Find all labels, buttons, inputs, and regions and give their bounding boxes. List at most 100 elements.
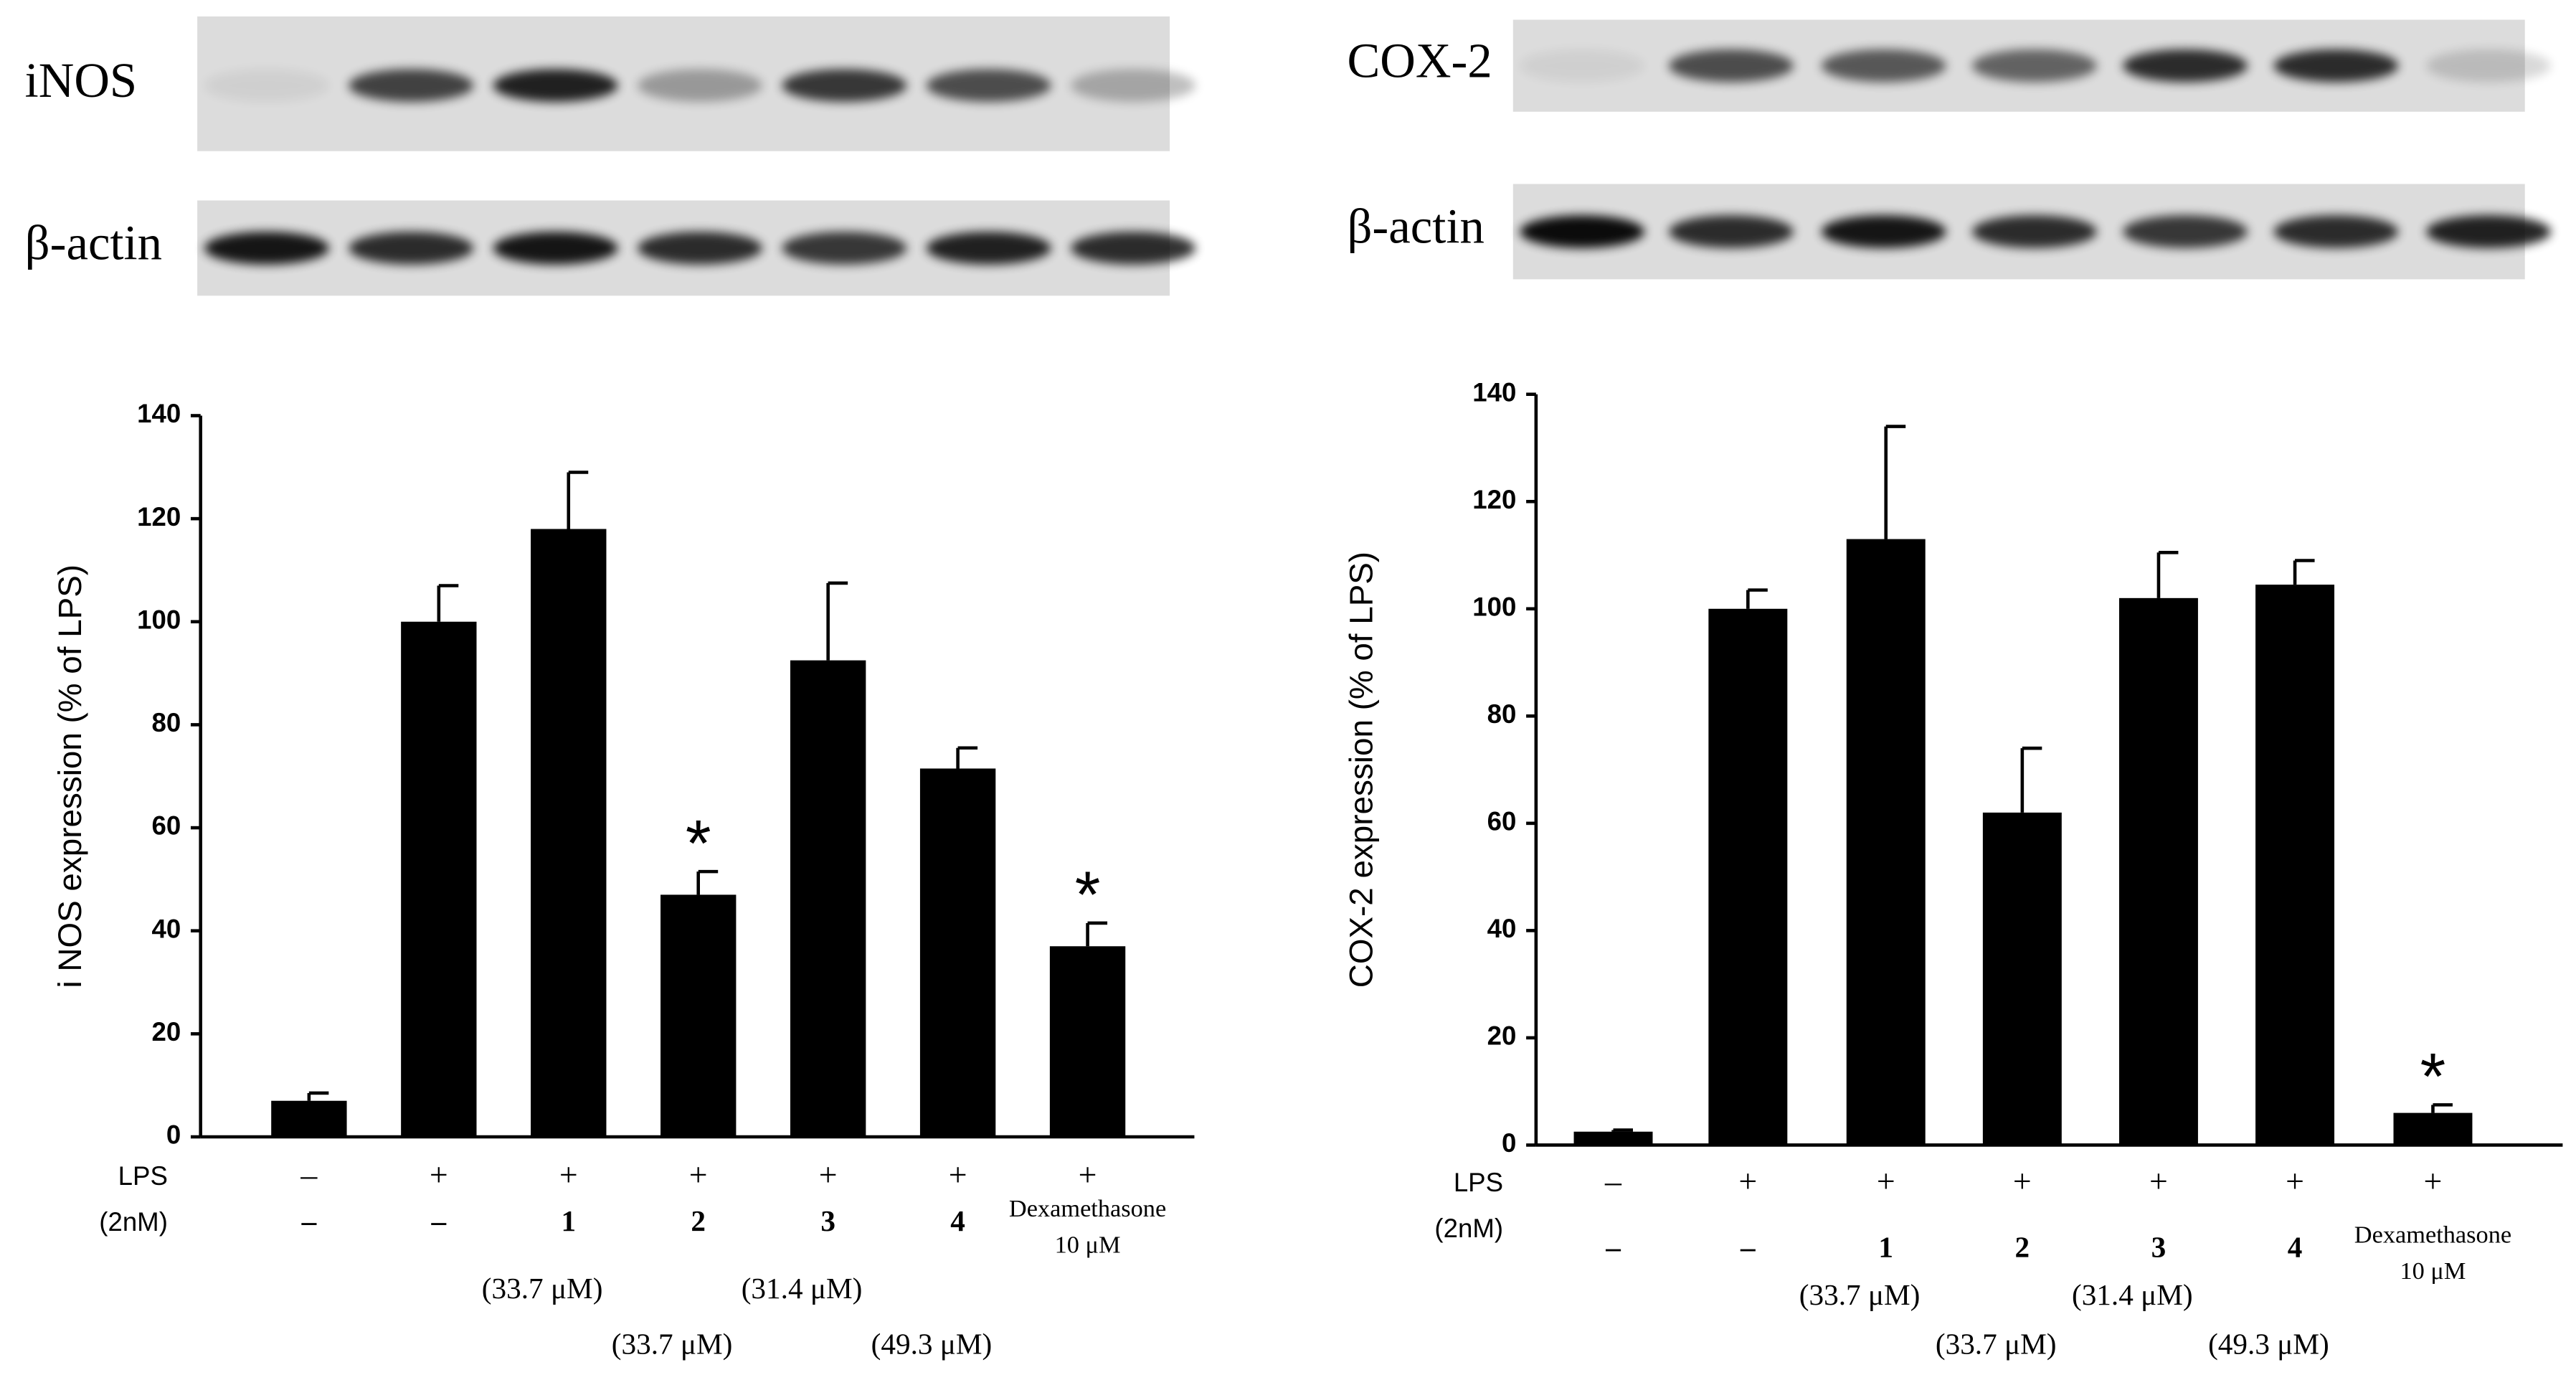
dose-label: (31.4 μM) [2072, 1278, 2193, 1312]
blot-band [204, 69, 329, 103]
lps-label: + [430, 1156, 448, 1193]
blot-band [1971, 215, 2097, 248]
y-tick-label: 0 [166, 1120, 181, 1150]
y-tick-label: 40 [1487, 914, 1517, 943]
y-tick-label: 120 [137, 502, 181, 531]
blot-label: iNOS [25, 53, 138, 108]
y-axis-label: i NOS expression (% of LPS) [52, 564, 88, 988]
blot-band [1971, 49, 2097, 82]
blot-band [2123, 215, 2248, 248]
blot-band [2426, 215, 2552, 248]
blot-band [1520, 215, 1645, 248]
x-tick-label: 2 [2015, 1231, 2030, 1264]
bar [1708, 608, 1788, 1145]
lps-label: + [949, 1156, 967, 1193]
y-tick-label: 120 [1472, 485, 1516, 514]
x-tick-label: – [431, 1204, 447, 1237]
lps-label: + [689, 1156, 708, 1193]
x-tick-label: 2 [691, 1204, 706, 1237]
y-tick-label: 40 [151, 914, 181, 943]
blot-band [782, 69, 907, 103]
y-tick-label: 0 [1502, 1128, 1516, 1158]
bar [790, 660, 866, 1138]
significance-marker: * [686, 807, 711, 880]
x-tick-label: – [1605, 1231, 1621, 1264]
blot-band [1821, 215, 1946, 248]
blot-band [637, 231, 763, 265]
lps-label: + [1079, 1156, 1097, 1193]
bar [2393, 1112, 2473, 1145]
x-tick-label: 4 [950, 1204, 965, 1237]
lps-label: + [1738, 1163, 1757, 1199]
significance-marker: * [1075, 859, 1101, 932]
blot-band [926, 231, 1051, 265]
x-tick-label: – [301, 1204, 317, 1237]
x-tick-label: 4 [2288, 1231, 2303, 1264]
dose-label: 10 μM [1055, 1231, 1121, 1258]
dose-label: 10 μM [2400, 1257, 2466, 1285]
dose-label: (33.7 μM) [1799, 1278, 1921, 1312]
y-tick-label: 60 [151, 811, 181, 841]
lps-label: + [1877, 1163, 1895, 1199]
bar [1846, 539, 1926, 1145]
y-tick-label: 20 [151, 1017, 181, 1046]
y-tick-label: 140 [1472, 377, 1516, 407]
bar [919, 768, 996, 1138]
bar [2118, 597, 2198, 1145]
bar [1982, 812, 2062, 1145]
y-tick-label: 80 [151, 708, 181, 737]
blot-band [1071, 69, 1196, 103]
blot-band [349, 231, 474, 265]
blot-band [204, 231, 329, 265]
blot-band [493, 69, 618, 103]
x-tick-label: Dexamethasone [1009, 1195, 1166, 1222]
blot-band [926, 69, 1051, 103]
significance-marker: * [2420, 1041, 2446, 1114]
x-tick-label: 1 [1878, 1231, 1893, 1264]
x-tick-label: 3 [820, 1204, 835, 1237]
blot-band [1668, 215, 1794, 248]
row-label: (2nM) [1434, 1214, 1503, 1243]
blot-band [1821, 49, 1946, 82]
blot-band [349, 69, 474, 103]
bar [660, 894, 737, 1138]
x-tick-label: Dexamethasone [2354, 1221, 2511, 1249]
row-label: LPS [118, 1161, 168, 1191]
blot-band [1668, 49, 1794, 82]
blot-band [637, 69, 763, 103]
x-tick-label: – [1740, 1231, 1756, 1264]
blot-band [2426, 49, 2552, 82]
dose-label: (49.3 μM) [871, 1328, 993, 1361]
y-tick-label: 60 [1487, 807, 1517, 836]
bar [401, 621, 477, 1138]
y-axis-label: COX-2 expression (% of LPS) [1343, 552, 1379, 988]
lps-label: + [819, 1156, 838, 1193]
blot-label: β-actin [25, 216, 162, 270]
bar [2255, 585, 2335, 1145]
lps-label: + [2013, 1163, 2032, 1199]
blot-band [1520, 49, 1645, 82]
blot-label: β-actin [1347, 199, 1484, 254]
y-tick-label: 20 [1487, 1021, 1517, 1051]
x-tick-label: 1 [561, 1204, 576, 1237]
blot-band [2123, 49, 2248, 82]
x-tick-label: 3 [2151, 1231, 2167, 1264]
dose-label: (33.7 μM) [482, 1272, 603, 1305]
blot-band [2273, 49, 2399, 82]
y-tick-label: 80 [1487, 699, 1517, 729]
blot-band [1071, 231, 1196, 265]
dose-label: (33.7 μM) [612, 1328, 733, 1361]
blot-label: COX-2 [1347, 33, 1492, 88]
bar [531, 529, 607, 1138]
lps-label: + [559, 1156, 578, 1193]
bar [1049, 946, 1126, 1138]
blot-band [493, 231, 618, 265]
y-tick-label: 140 [137, 399, 181, 428]
lps-label: – [1604, 1163, 1622, 1199]
lps-label: + [2286, 1163, 2304, 1199]
bar [271, 1100, 347, 1138]
lps-label: + [2149, 1163, 2168, 1199]
dose-label: (33.7 μM) [1936, 1328, 2057, 1361]
